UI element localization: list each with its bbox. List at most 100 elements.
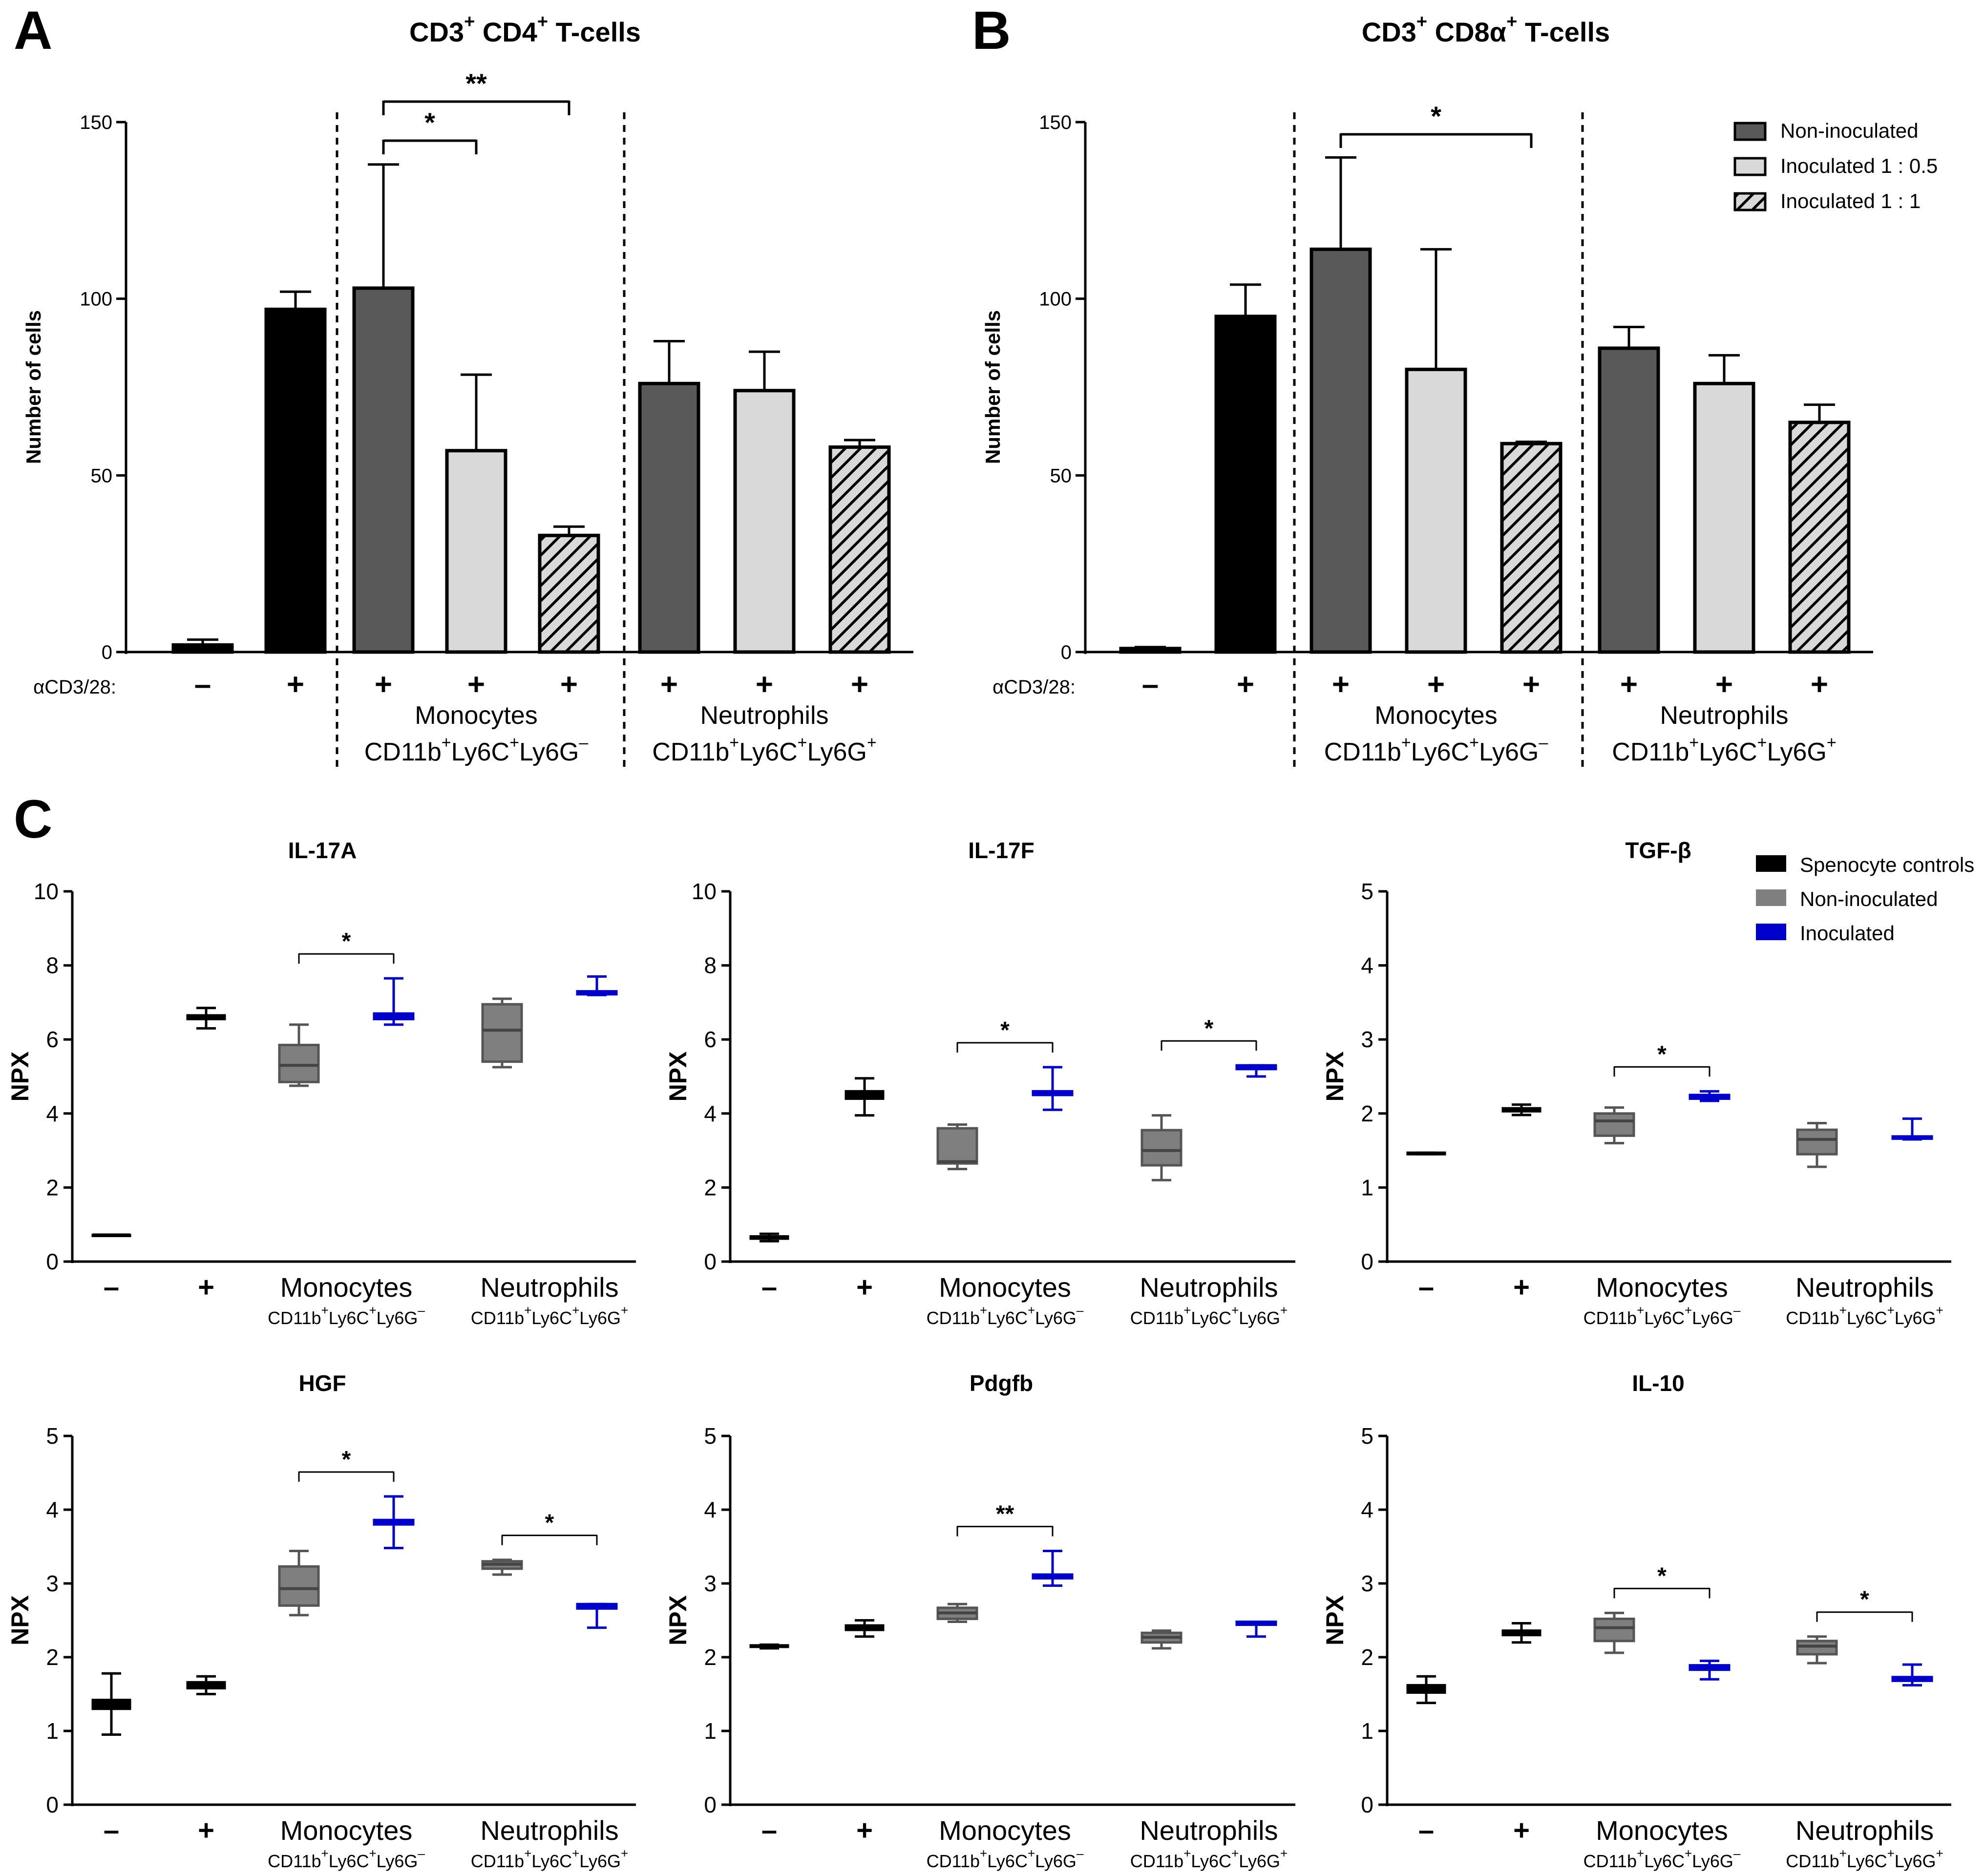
text-part: CD11b (1612, 738, 1689, 766)
y-tick-label: 0 (704, 1792, 717, 1817)
superscript: + (1757, 734, 1767, 752)
x-sign: + (856, 1814, 873, 1846)
bar (638, 381, 700, 654)
box-inoculated (1235, 1621, 1277, 1638)
y-tick-label: 0 (46, 1249, 59, 1274)
box-inoculated (1235, 1064, 1277, 1078)
superscript: – (1733, 1846, 1741, 1861)
box-body (1140, 1129, 1183, 1167)
text-part: CD11b (1130, 1851, 1183, 1871)
box-inoculated (1689, 1090, 1731, 1102)
y-tick-label: 0 (704, 1249, 717, 1274)
bar (1598, 346, 1660, 654)
x-sign: – (1418, 1814, 1434, 1846)
group-label-monocytes: Monocytes (1374, 701, 1497, 730)
y-axis-label: NPX (6, 1052, 34, 1102)
significance-label: * (342, 928, 351, 954)
group-label-neutrophils: Neutrophils (700, 701, 828, 730)
y-axis-label: Number of cells (981, 310, 1004, 464)
stim-sign: + (756, 668, 773, 701)
box-inoculated (1689, 1660, 1731, 1681)
panel-letter: C (14, 789, 52, 849)
superscript: + (524, 1303, 531, 1318)
text-part: Ly6C (1644, 1308, 1685, 1328)
legend-swatch (1756, 924, 1786, 940)
y-tick-label: 4 (704, 1101, 717, 1126)
group-label-monocytes: Monocytes (939, 1815, 1071, 1846)
box-non-inoculated (278, 1550, 320, 1617)
superscript: – (1539, 734, 1548, 752)
y-tick-label: 1 (704, 1718, 717, 1744)
group-label-neutrophils: Neutrophils (1795, 1272, 1934, 1303)
text-part: Ly6G (1239, 1851, 1280, 1871)
legend-label: Spenocyte controls (1800, 853, 1974, 876)
significance-label: ** (465, 68, 487, 99)
bar (733, 389, 796, 654)
superscript: + (369, 1846, 376, 1861)
stim-sign: + (467, 668, 485, 701)
superscript: + (1936, 1303, 1943, 1318)
box-non-inoculated (481, 1559, 523, 1576)
group-markers-neutrophils: CD11b+Ly6C+Ly6G+ (471, 1846, 628, 1872)
y-tick-label: 4 (1361, 1497, 1373, 1522)
text-part: Ly6C (531, 1308, 572, 1328)
superscript: + (1506, 12, 1517, 32)
stim-sign: – (194, 668, 211, 701)
box-body (936, 1127, 978, 1165)
plot-title: Pdgfb (970, 1370, 1033, 1396)
text-part: Ly6G (1035, 1851, 1077, 1871)
bar (828, 445, 891, 654)
group-markers-monocytes: CD11b+Ly6C+Ly6G– (268, 1846, 425, 1872)
text-part: Ly6G (1692, 1308, 1733, 1328)
superscript: + (464, 12, 475, 32)
bar (264, 307, 327, 654)
box-non-inoculated (1140, 1114, 1183, 1181)
x-sign: – (1418, 1271, 1434, 1303)
plot-title: IL-17F (968, 838, 1034, 863)
group-markers-monocytes: CD11b+Ly6C+Ly6G– (1584, 1303, 1741, 1328)
y-tick-label: 4 (46, 1497, 59, 1522)
box-non-inoculated (1593, 1106, 1635, 1144)
superscript: + (1887, 1846, 1895, 1861)
group-label-neutrophils: Neutrophils (480, 1815, 618, 1846)
group-markers-monocytes: CD11b+Ly6C+Ly6G– (364, 734, 589, 767)
stim-sign: + (1620, 668, 1638, 701)
box-non-inoculated (1593, 1611, 1635, 1654)
legend-label: Non-inoculated (1800, 887, 1938, 910)
text-part: T-cells (548, 17, 641, 47)
group-markers-monocytes: CD11b+Ly6C+Ly6G– (927, 1846, 1084, 1872)
box-inoculated (576, 1602, 618, 1629)
superscript: + (321, 1846, 329, 1861)
superscript: – (1733, 1303, 1741, 1318)
text-part: CD8α (1427, 17, 1506, 47)
superscript: + (1231, 1846, 1239, 1861)
superscript: + (1469, 734, 1479, 752)
significance-label: * (1860, 1587, 1869, 1613)
stim-sign: + (851, 668, 868, 701)
box-inoculated (373, 1495, 415, 1550)
text-part: T-cells (1517, 17, 1610, 47)
box-spenocyte-controls (186, 1675, 226, 1695)
superscript: + (1401, 734, 1411, 752)
group-label-monocytes: Monocytes (1596, 1272, 1728, 1303)
plot-title: IL-10 (1632, 1370, 1684, 1396)
text-part: Ly6G (1479, 738, 1539, 766)
text-part: Ly6G (1895, 1851, 1936, 1871)
superscript: + (524, 1846, 531, 1861)
box-spenocyte-controls (845, 1077, 885, 1117)
significance-label: * (1431, 101, 1441, 131)
panel-letter: B (972, 0, 1011, 61)
y-tick-label: 2 (46, 1175, 59, 1200)
stim-sign: – (1142, 668, 1159, 701)
y-axis-label: NPX (664, 1052, 692, 1102)
group-markers-monocytes: CD11b+Ly6C+Ly6G– (1324, 734, 1548, 767)
superscript: + (1028, 1846, 1035, 1861)
text-part: Ly6C (329, 1851, 369, 1871)
superscript: + (980, 1846, 987, 1861)
box-non-inoculated (481, 997, 523, 1069)
